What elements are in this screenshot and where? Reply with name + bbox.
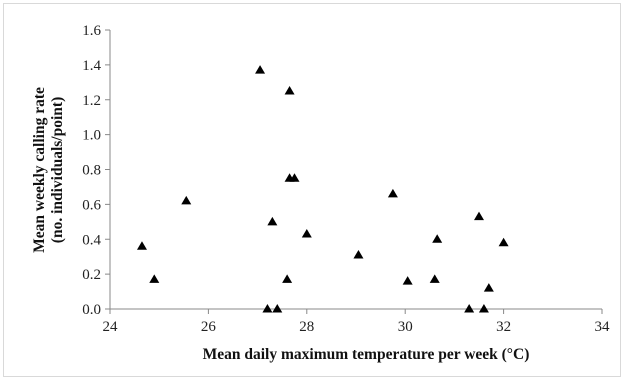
data-point	[262, 304, 273, 313]
data-point	[272, 304, 283, 313]
data-point	[284, 86, 295, 95]
y-axis-title: Mean weekly calling rate (no. individual…	[31, 87, 66, 253]
x-tick-label: 30	[398, 319, 413, 335]
data-point	[464, 304, 475, 313]
data-point	[429, 274, 440, 283]
data-point	[387, 188, 398, 198]
x-tick-label: 28	[299, 319, 314, 335]
data-points	[136, 65, 509, 313]
data-point	[255, 65, 266, 74]
y-tick-label: 0.0	[82, 302, 101, 318]
data-point	[432, 234, 443, 243]
data-point	[478, 304, 489, 313]
tick-labels: 0.0 0.2 0.4 0.6 0.8 1.0 1.2 1.4 1.6 24 26 28 30 32 34	[82, 23, 610, 335]
data-point	[483, 283, 494, 292]
y-axis-title-line-2: (no. individuals/point)	[49, 97, 66, 243]
data-point	[474, 211, 484, 221]
data-point	[289, 173, 300, 182]
axes	[105, 29, 603, 314]
data-point	[267, 216, 278, 226]
x-tick-label: 24	[103, 319, 119, 335]
data-point	[136, 241, 147, 250]
data-point	[498, 237, 509, 247]
y-tick-label: 0.2	[82, 267, 101, 283]
y-tick-label: 1.0	[82, 128, 101, 144]
y-tick-label: 1.4	[82, 58, 101, 74]
x-axis-title: Mean daily maximum temperature per week …	[203, 346, 530, 363]
y-tick-label: 0.6	[82, 197, 101, 213]
y-axis-title-line-1: Mean weekly calling rate	[31, 87, 48, 253]
x-tick-label: 34	[595, 319, 611, 335]
y-tick-label: 1.2	[82, 93, 101, 109]
data-point	[353, 249, 364, 259]
x-tick-label: 32	[496, 319, 511, 335]
y-tick-label: 0.8	[82, 163, 101, 179]
y-tick-label: 0.4	[82, 232, 101, 248]
data-point	[181, 195, 192, 205]
data-point	[149, 274, 160, 283]
data-point	[402, 276, 413, 285]
x-tick-label: 26	[201, 319, 217, 335]
y-tick-label: 1.6	[82, 23, 101, 39]
data-point	[282, 274, 293, 283]
data-point	[301, 229, 312, 238]
